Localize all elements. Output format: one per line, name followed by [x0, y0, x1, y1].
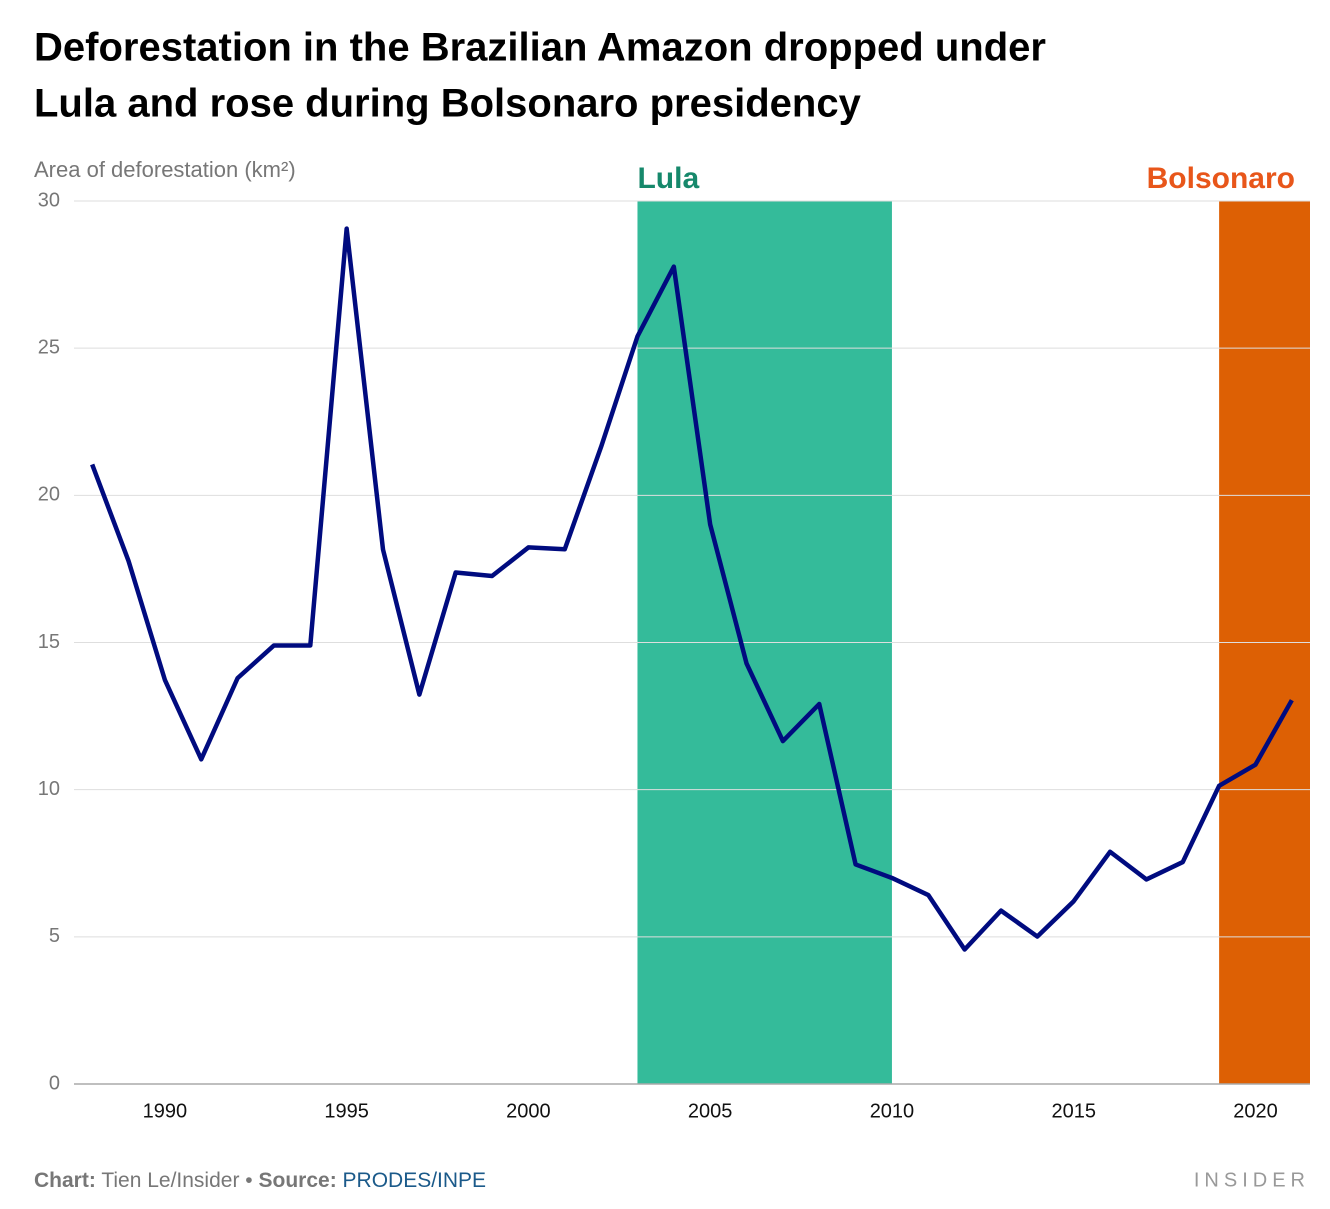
y-tick-label: 10: [38, 778, 60, 800]
y-tick-label: 5: [49, 925, 60, 947]
x-tick-label: 1990: [143, 1100, 188, 1122]
footer-credit: Chart: Tien Le/Insider • Source: PRODES/…: [34, 1169, 486, 1192]
highlight-label: Bolsonaro: [1147, 162, 1295, 195]
x-tick-label: 2010: [870, 1100, 915, 1122]
x-tick-label: 2020: [1233, 1100, 1278, 1122]
footer-separator: •: [245, 1169, 252, 1192]
chart-title: Lula and rose during Bolsonaro presidenc…: [34, 82, 862, 126]
y-tick-label: 30: [38, 189, 60, 211]
y-tick-label: 25: [38, 336, 60, 358]
y-tick-label: 20: [38, 484, 60, 506]
footer-label: Chart:: [34, 1169, 96, 1192]
highlight-label: Lula: [637, 162, 699, 195]
footer-label: Source:: [259, 1169, 337, 1192]
chart-title: Deforestation in the Brazilian Amazon dr…: [34, 26, 1046, 70]
data-line: [90, 226, 1294, 952]
x-tick-label: 2015: [1051, 1100, 1096, 1122]
x-tick-label: 2000: [506, 1100, 551, 1122]
plot-area: Lula Bolsonaro 0 5 10 15 20 25 30 1990 1995 2000 200…: [38, 162, 1310, 1122]
footer-text: Tien Le/Insider: [101, 1169, 239, 1192]
source-link[interactable]: PRODES/INPE: [343, 1169, 487, 1192]
brand-logo: INSIDER: [1194, 1169, 1310, 1191]
x-tick-label: 2005: [688, 1100, 733, 1122]
y-tick-label: 15: [38, 631, 60, 653]
y-axis-label: Area of deforestation (km²): [34, 157, 296, 182]
x-tick-label: 1995: [324, 1100, 369, 1122]
y-tick-label: 0: [49, 1072, 60, 1094]
